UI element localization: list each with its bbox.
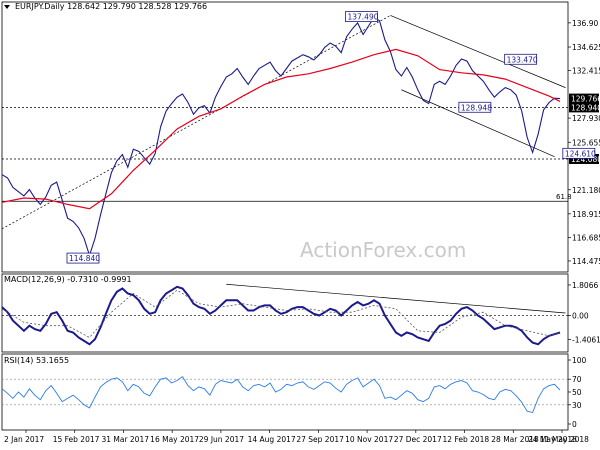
price-annotation-label: 137.490: [347, 13, 378, 22]
price-tag-label: 129.766: [571, 95, 600, 104]
x-tick-label: 15 Feb 2017: [53, 435, 100, 444]
fib-label: 61.8: [556, 193, 572, 201]
x-tick-label: 10 Nov 2017: [345, 435, 393, 444]
x-tick-label: 2 Jan 2017: [4, 435, 44, 444]
price-y-tick-label: 132.415: [572, 66, 600, 75]
x-tick-label: 29 Jun 2017: [199, 435, 244, 444]
chart-menu-icon: [4, 5, 10, 9]
uptrend-line: [1, 15, 391, 230]
price-annotation-box: [504, 53, 538, 65]
price-tag-label: 124.080: [571, 155, 600, 164]
macd-signal-line: [1, 289, 561, 339]
price-tag-bg: [569, 93, 599, 104]
macd-line: [1, 285, 561, 346]
price-annotation-box: [458, 101, 492, 113]
x-tick-label: 16 May 2017: [150, 435, 199, 444]
price-annotation-label: 114.840: [69, 254, 100, 263]
x-tick-label: 31 Mar 2017: [101, 435, 149, 444]
price-tag-bg: [569, 102, 599, 113]
price-series-line: [1, 16, 561, 258]
x-tick-label: 12 Feb 2018: [443, 435, 490, 444]
rsi-y-tick-label: 70: [572, 375, 582, 384]
rsi-y-tick-label: 30: [572, 401, 582, 410]
x-last-tick-label: 24 May 2018: [528, 435, 577, 444]
price-y-tick-label: 136.90: [572, 19, 598, 28]
rsi-y-tick-label: 0: [572, 420, 577, 429]
macd-y-tick-label: 0.00: [572, 312, 589, 321]
price-y-tick-label: 127.930: [572, 114, 600, 123]
chart-ohlc-open: 128.642: [67, 2, 101, 11]
price-y-tick-label: 116.685: [572, 233, 600, 242]
downtrend-upper-line: [390, 15, 566, 88]
price-panel-frame: [1, 1, 569, 273]
moving-average-line: [1, 48, 561, 210]
x-tick-label: 27 Sep 2017: [296, 435, 344, 444]
x-tick-label: 27 Dec 2017: [394, 435, 442, 444]
price-annotation-box: [66, 252, 100, 264]
price-annotation-box: [562, 147, 596, 159]
rsi-panel-frame: [1, 353, 569, 431]
price-annotation-label: 128.948: [461, 103, 492, 112]
rsi-label: RSI(14) 53.1655: [4, 356, 70, 365]
downtrend-lower-line: [401, 89, 555, 157]
macd-y-tick-label: -1.4061: [572, 335, 600, 344]
price-tag-bg: [569, 153, 599, 164]
rsi-y-tick-label: 50: [572, 388, 582, 397]
price-y-tick-label: 114.475: [572, 257, 600, 266]
price-annotation-box: [345, 11, 378, 23]
x-tick-label: 28 Mar 2018: [491, 435, 539, 444]
chart-ohlc-high: 129.790: [102, 2, 136, 11]
x-tick-label: 14 Aug 2017: [248, 435, 296, 444]
price-y-tick-label: 125.655: [572, 138, 600, 147]
price-y-tick-label: 121.180: [572, 186, 600, 195]
macd-label: MACD(12,26,9) -0.7310 -0.9991: [4, 275, 132, 284]
price-tag-label: 128.940: [571, 103, 600, 112]
rsi-y-tick-label: 100: [572, 356, 587, 365]
price-annotation-label: 133.470: [507, 55, 538, 64]
chart-symbol: EURJPY.Daily: [15, 2, 65, 11]
chart-ohlc-low: 128.528: [138, 2, 172, 11]
macd-panel-frame: [1, 273, 569, 353]
watermark: ActionForex.com: [300, 238, 467, 262]
rsi-line: [1, 375, 561, 414]
price-annotation-label: 124.610: [565, 149, 596, 158]
x-tick-label: 11 May 2018: [540, 435, 589, 444]
macd-trend-line: [226, 283, 566, 314]
chart-ohlc-close: 129.766: [174, 2, 208, 11]
price-y-tick-label: 118.915: [572, 210, 600, 219]
chart-title: EURJPY.Daily 128.642 129.790 128.528 129…: [15, 2, 207, 11]
macd-y-tick-label: 1.8066: [572, 281, 598, 290]
price-y-tick-label: 134.625: [572, 43, 600, 52]
